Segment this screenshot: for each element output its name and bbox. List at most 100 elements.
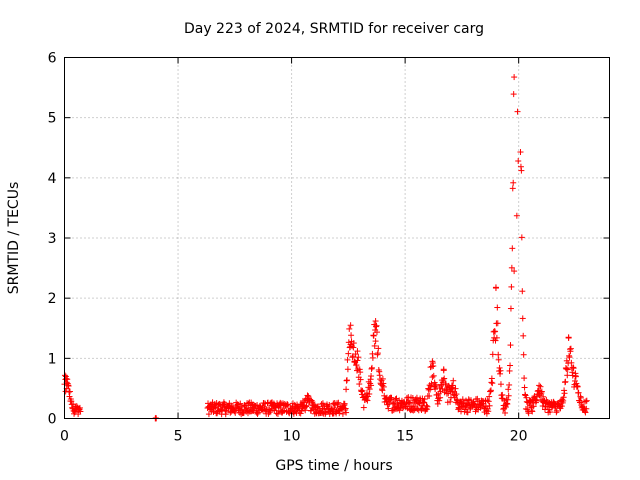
data-point [428,380,435,387]
data-point [486,402,493,409]
data-point [530,403,537,410]
data-point [564,366,571,373]
data-point [536,382,543,389]
data-point [565,334,572,341]
data-point [304,397,311,404]
data-point [513,212,520,219]
data-point [519,288,526,295]
x-tick-label: 5 [174,429,183,445]
data-point [428,363,435,370]
data-point [464,409,471,416]
data-point [537,396,544,403]
data-point [314,403,321,410]
data-point [583,405,590,412]
data-point [348,343,355,350]
data-point [507,362,514,369]
data-point [375,345,382,352]
data-point [373,322,380,329]
data-point [319,400,326,407]
data-point [437,394,444,401]
x-tick-labels: 0 5 10 15 20 [60,429,528,445]
data-point [509,185,516,192]
data-point [509,245,516,252]
data-point [506,367,513,374]
data-point [392,396,399,403]
y-tick-label: 2 [48,291,57,307]
data-point [507,342,514,349]
data-point [453,391,460,398]
data-point [449,382,456,389]
data-point [369,354,376,361]
grid-lines [64,57,610,419]
data-point [537,383,544,390]
data-point [568,359,575,366]
data-point [277,399,284,406]
data-point [520,351,527,358]
data-point [525,410,532,417]
data-point [388,394,395,401]
data-point [553,407,560,414]
data-point [496,364,503,371]
data-point [372,318,379,325]
data-point [355,354,362,361]
data-point [360,404,367,411]
data-point [421,396,428,403]
data-point [254,402,261,409]
data-point [429,374,436,381]
y-tick-label: 0 [48,412,57,428]
y-axis-label: SRMTID / TECUs [6,182,22,295]
data-point [441,375,448,382]
data-point [540,393,547,400]
data-point [582,398,589,405]
data-point [436,397,443,404]
data-point [574,383,581,390]
data-point [576,399,583,406]
data-point [71,409,78,416]
data-point [430,372,437,379]
data-point [497,367,504,374]
data-point [494,320,501,327]
data-point [495,356,502,363]
axis-ticks [64,57,610,419]
data-point [485,408,492,415]
data-point [558,403,565,410]
data-point [354,357,361,364]
data-point [563,365,570,372]
y-tick-label: 1 [48,351,57,367]
data-point [357,369,364,376]
y-tick-label: 4 [48,171,57,187]
data-point [62,388,69,395]
data-point [493,334,500,341]
data-point [440,377,447,384]
data-point [502,404,509,411]
data-point [427,364,434,371]
data-point [505,392,512,399]
data-point [495,351,502,358]
x-axis-label: GPS time / hours [275,458,392,474]
data-point [514,108,521,115]
data-point [434,400,441,407]
data-point [407,400,414,407]
data-point [346,325,353,332]
data-point [492,337,499,344]
data-point [561,390,568,397]
data-point [567,345,574,352]
data-point [515,157,522,164]
data-point [368,364,375,371]
data-point [521,384,528,391]
data-point [353,367,360,374]
data-point [354,348,361,355]
data-point [502,409,509,416]
data-point [385,405,392,412]
data-point [406,399,413,406]
data-point [452,385,459,392]
data-point [447,398,454,405]
data-point [521,375,528,382]
x-tick-label: 0 [60,429,69,445]
y-tick-label: 6 [48,51,57,67]
data-point [511,74,518,81]
data-point [492,328,499,335]
data-point [343,377,350,384]
data-point [371,342,378,349]
